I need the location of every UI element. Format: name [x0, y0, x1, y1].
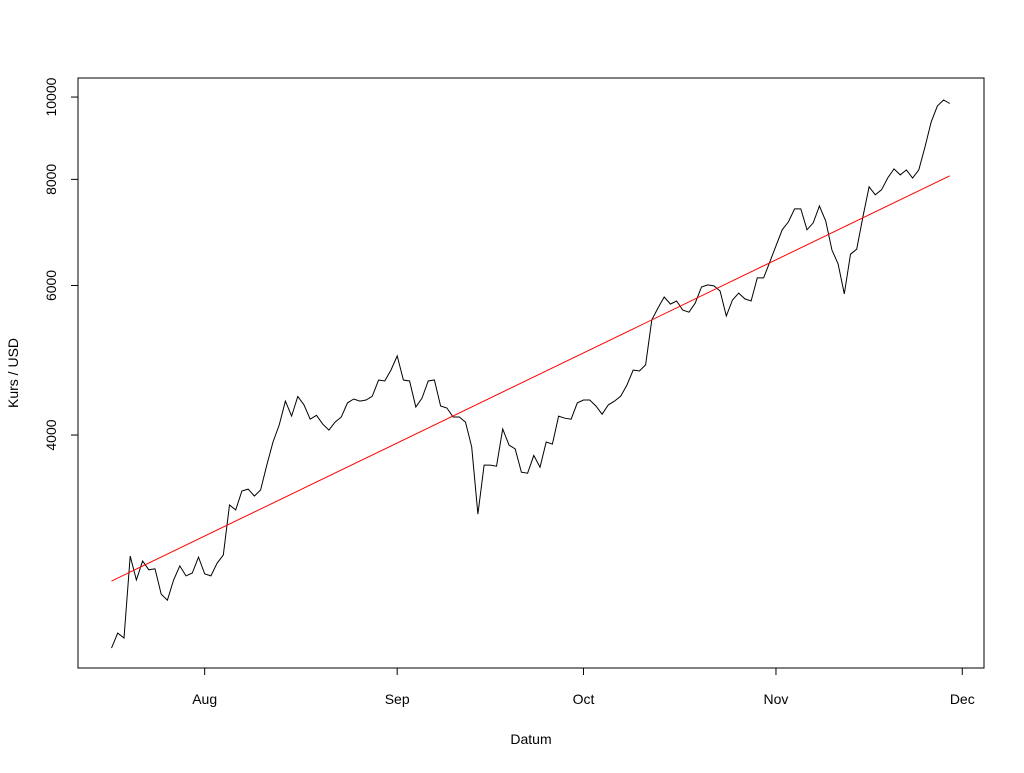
x-tick-label: Nov	[764, 691, 789, 707]
plot-frame	[77, 77, 985, 669]
x-axis-label: Datum	[510, 731, 551, 747]
y-tick-label: 8000	[43, 164, 59, 195]
x-tick-label: Dec	[950, 691, 975, 707]
y-axis-label: Kurs / USD	[5, 338, 21, 408]
x-tick-label: Aug	[192, 691, 217, 707]
y-tick-label: 6000	[43, 270, 59, 301]
x-tick-label: Sep	[385, 691, 410, 707]
price-line	[111, 99, 951, 649]
price-line	[111, 175, 951, 582]
y-tick-label: 10000	[43, 77, 59, 116]
x-tick-label: Oct	[573, 691, 595, 707]
y-tick-label: 4000	[43, 419, 59, 450]
